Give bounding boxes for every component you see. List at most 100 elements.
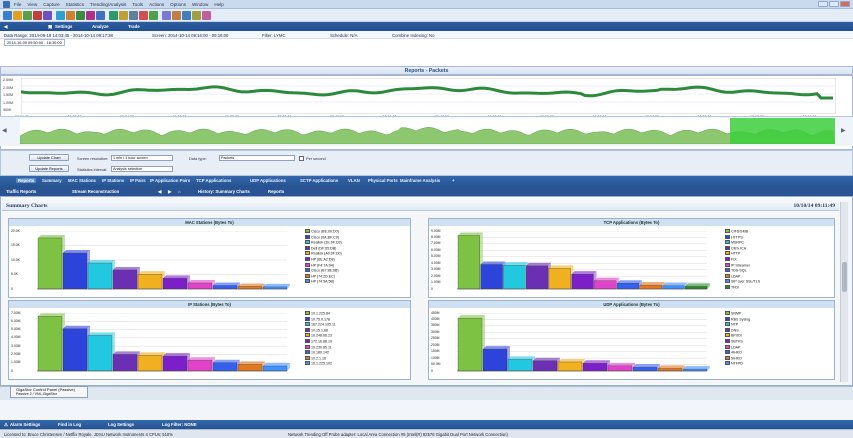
close-button[interactable] (840, 1, 850, 7)
tab-sctp-applications[interactable]: SCTP Applications (300, 178, 339, 183)
legend-label: 10.1.225.84 (311, 311, 330, 316)
menu-item-actions[interactable]: Actions (149, 2, 165, 7)
stream-reconstruction-button[interactable]: Stream Reconstruction (72, 189, 120, 194)
home-icon[interactable]: ⌂ (178, 189, 181, 194)
nav-back-icon[interactable]: ◀ (158, 189, 162, 194)
bar-top (526, 262, 551, 266)
tab-ip-stations[interactable]: IP Stations (102, 178, 125, 183)
data-type-select[interactable]: Packets (219, 155, 295, 161)
legend-label: HP (74:5A:5B) (311, 279, 335, 284)
menu-item-capture[interactable]: Capture (43, 2, 60, 7)
legend-item: NTFPD (725, 361, 750, 367)
alarm-settings-button[interactable]: Alarm Settings (10, 422, 41, 427)
update-reports-button[interactable]: Update Reports (29, 165, 69, 172)
menu-item-help[interactable]: Help (214, 2, 224, 7)
minimize-button[interactable] (818, 1, 828, 7)
nav-right-arrow[interactable]: ▶ (841, 128, 846, 134)
zoom-icon[interactable] (192, 11, 201, 20)
analyze-button[interactable]: Analyze (92, 24, 109, 29)
stop-icon[interactable] (66, 11, 75, 20)
bar-chart-plot (37, 313, 290, 372)
help-icon[interactable] (182, 11, 191, 20)
menu-item-view[interactable]: View (27, 2, 38, 7)
traffic-reports-button[interactable]: Traffic Reports (6, 189, 37, 194)
tab-reports[interactable]: Reports (16, 178, 37, 183)
expert-icon[interactable] (109, 11, 118, 20)
new-icon[interactable] (3, 11, 12, 20)
tab-vlan[interactable]: VLAN (348, 178, 360, 183)
tab-physical-ports[interactable]: Physical Ports (368, 178, 398, 183)
legend-label: NTFPD (731, 361, 743, 366)
menu-item-trending-analysis[interactable]: Trending/Analysis (90, 2, 127, 7)
maximize-button[interactable] (829, 1, 839, 7)
settings-icon[interactable]: ▣ (48, 24, 53, 29)
report-tabs: Reports Summary MAC Stations IP Stations IP … (0, 176, 853, 187)
nav-forward-icon[interactable]: ▶ (168, 189, 172, 194)
y-tick-label: 7.00M (11, 310, 21, 315)
tab-mac-stations[interactable]: MAC Stations (68, 178, 96, 183)
summary-chart[interactable]: TCP Applications (Bytes To) 9.00M 8.00M 7.0… (428, 218, 835, 298)
monitor-icon[interactable] (162, 11, 171, 20)
tab-ip-application-pairs[interactable]: IP Application Pairs (150, 178, 191, 183)
per-second-checkbox[interactable] (299, 156, 304, 161)
capture-icon[interactable] (43, 11, 52, 20)
menu-item-statistics[interactable]: Statistics (65, 2, 85, 7)
legend-label: Dell (DF:65:DB) (311, 246, 337, 251)
update-chart-button[interactable]: Update Chart (29, 154, 69, 161)
summary-chart[interactable]: UDP Applications (Bytes To) 450M 400M 350M 3… (428, 300, 835, 380)
legend-item: LDAP (725, 273, 760, 280)
tab-udp-applications[interactable]: UDP Applications (250, 178, 286, 183)
alarm-icon[interactable] (139, 11, 148, 20)
tab-summary[interactable]: Summary (42, 178, 62, 183)
data-range-label: Data Range: 2014-09-19 14:03:45 - 2014-1… (4, 32, 113, 38)
menu-item-file[interactable]: File (14, 2, 22, 7)
reports-icon[interactable] (129, 11, 138, 20)
nav-left-arrow[interactable]: ◀ (2, 128, 7, 134)
legend-label: SIP over SSL/TLS (731, 279, 761, 284)
breadcrumb[interactable]: 2014-10-09 09:50:00 - 16:30:00 (4, 39, 65, 46)
filter-icon[interactable] (76, 11, 85, 20)
menu-item-window[interactable]: Window (192, 2, 209, 7)
export-icon[interactable] (202, 11, 211, 20)
trend-icon[interactable] (86, 11, 95, 20)
bar-top (608, 362, 635, 366)
print-icon[interactable] (33, 11, 42, 20)
log-settings-button[interactable]: Log Settings (108, 422, 135, 427)
tools-icon[interactable] (172, 11, 181, 20)
trade-button[interactable]: Trade (128, 24, 140, 29)
legend-item: BPXDI (725, 333, 750, 339)
legend-item: CIFS/SMB (725, 229, 760, 235)
y-tick-label: 6.00M (431, 247, 441, 252)
menu-item-options[interactable]: Options (170, 2, 187, 7)
gigastor-control-tab[interactable]: GigaStor Control Panel (Passive) Passive… (10, 386, 88, 398)
legend-item: HTTP (725, 251, 760, 257)
back-icon[interactable]: ◀ (4, 24, 8, 29)
screen-resolution-select[interactable]: 1 min / 1 hour screen (111, 155, 173, 161)
overview-navigator[interactable]: ◀ ▶ (0, 116, 853, 146)
stats-icon[interactable] (96, 11, 105, 20)
history-button[interactable]: History: Summary Charts (198, 189, 250, 194)
settings-button[interactable]: Settings (55, 24, 73, 29)
statistics-interval-select[interactable]: Analysis selection (111, 166, 173, 172)
vertical-scrollbar[interactable] (840, 202, 848, 382)
menu-item-tools[interactable]: Tools (132, 2, 144, 7)
find-in-log-button[interactable]: Find in Log (58, 422, 82, 427)
chart-legend: Cisco (BE:00:D0) Cisco (0A:BF:C9) Realtek … (305, 229, 342, 285)
legend-label: 172.16.88.19 (311, 339, 332, 344)
save-icon[interactable] (23, 11, 32, 20)
start-icon[interactable] (56, 11, 65, 20)
add-tab-icon[interactable]: + (452, 178, 455, 183)
open-icon[interactable] (13, 11, 22, 20)
summary-chart[interactable]: MAC Stations (Bytes To) 20.0K 15.0K 10.0K 5.… (8, 218, 411, 298)
reports-dropdown[interactable]: Reports (268, 189, 285, 194)
selection-window[interactable] (730, 118, 835, 144)
tab-ip-pairs[interactable]: IP Pairs (130, 178, 146, 183)
tab-tcp-applications[interactable]: TCP Applications (196, 178, 232, 183)
legend-item: RBS Syslog (725, 316, 750, 323)
scrollbar-thumb[interactable] (842, 262, 847, 292)
graph-icon[interactable] (119, 11, 128, 20)
summary-chart[interactable]: IP Stations (Bytes To) 7.00M 6.00M 5.00M 4.0… (8, 300, 411, 380)
tab-mainframe-analysis[interactable]: Mainframe Analysis (400, 178, 441, 183)
probe-icon[interactable] (149, 11, 158, 20)
